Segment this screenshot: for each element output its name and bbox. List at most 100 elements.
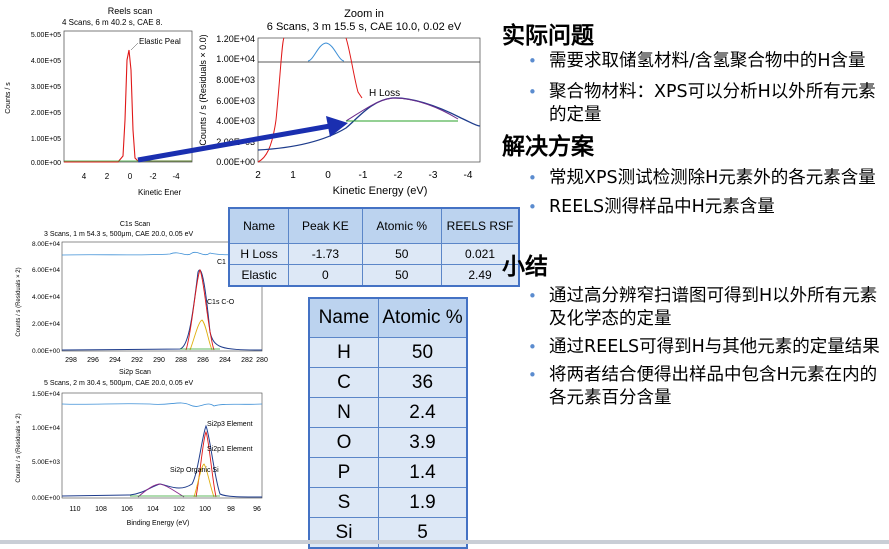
plot-area	[61, 392, 263, 499]
table-row: Elastic 0 50 2.49	[228, 264, 520, 287]
x-tick-label: 298	[65, 357, 77, 364]
si2p3-peak	[195, 430, 217, 498]
peak-label-leader	[130, 42, 139, 51]
table-row: H 50	[308, 337, 468, 368]
y-axis-label: Counts / s (Residuals × 2)	[16, 267, 22, 336]
x-tick-label: 100	[199, 506, 211, 513]
y-tick-label: 6.00E+04	[32, 267, 60, 274]
x-tick-labels: 110 108 106 104 102 100 98 96	[69, 506, 261, 513]
y-tick-label: 1.00E+04	[32, 425, 60, 432]
peak-label: Si2p1 Element	[207, 446, 253, 453]
si2p-scan-chart: Si2p Scan 5 Scans, 2 m 30.4 s, 500μm, CA…	[16, 369, 263, 527]
c-o-peak	[189, 319, 213, 351]
table-row: H Loss -1.73 50 0.021	[228, 243, 520, 265]
table-cell: 50	[378, 337, 468, 368]
bullet-text: 通过REELS可得到H与其他元素的定量结果	[549, 337, 880, 357]
bullet-text: REELS测得样品中H元素含量	[549, 197, 775, 217]
table-cell: 50	[361, 264, 443, 287]
chart-title: Reels scan	[108, 6, 153, 16]
column-header: Atomic %	[378, 297, 468, 338]
bullet-list: • 通过高分辨窄扫谱图可得到H以外所有元素及化学态的定量 • 通过REELS可得到H…	[502, 285, 889, 410]
bullet-text: 通过高分辨窄扫谱图可得到H以外所有元素及化学态的定量	[549, 286, 878, 329]
bullet-dot-icon: •	[528, 52, 537, 70]
x-tick-label: 98	[227, 506, 235, 513]
peak-label: Si2p3 Element	[207, 421, 253, 428]
x-tick-label: 0	[128, 172, 133, 181]
envelope-curve	[61, 269, 263, 351]
x-tick-label: -2	[394, 170, 403, 181]
x-tick-label: 286	[197, 357, 209, 364]
table-cell: 1.9	[378, 487, 468, 518]
column-header: Name	[308, 297, 379, 338]
table-row: O 3.9	[308, 427, 468, 458]
table-cell: 0.021	[441, 243, 520, 265]
y-tick-label: 0.00E+00	[216, 157, 255, 167]
plot-area	[61, 241, 263, 352]
section-summary: 小结 • 通过高分辨窄扫谱图可得到H以外所有元素及化学态的定量 • 通过REELS可…	[502, 253, 889, 410]
x-tick-label: 294	[109, 357, 121, 364]
atomic-percent-table: Name Atomic % H 50 C 36 N 2.4 O 3.9 P 1.4 S 1.…	[308, 297, 468, 549]
c1s-scan-chart: C1s Scan 3 Scans, 1 m 54.3 s, 500μm, CAE…	[16, 221, 268, 364]
chart-subtitle: 5 Scans, 2 m 30.4 s, 500μm, CAE 20.0, 0.…	[44, 380, 194, 387]
y-tick-label: 4.00E+05	[31, 58, 61, 65]
peak-label: C1s C-O	[207, 299, 235, 306]
residual-curve	[61, 251, 263, 256]
x-tick-label: 110	[69, 506, 80, 513]
peak-label: C1	[217, 259, 226, 266]
section-title: 解决方案	[502, 134, 594, 160]
table-cell: 2.4	[378, 397, 468, 428]
table-cell: 0	[288, 264, 363, 287]
peak-label: Elastic Peal	[139, 37, 181, 46]
peak-label: Si2p Organic Si	[170, 467, 219, 474]
column-header: Peak KE	[288, 207, 363, 244]
bullet-text: 聚合物材料：XPS可以分析H以外所有元素的定量	[549, 82, 876, 125]
x-tick-label: -4	[464, 170, 473, 181]
bullet-dot-icon: •	[528, 169, 537, 187]
chart-subtitle: 4 Scans, 6 m 40.2 s, CAE 8.	[62, 18, 163, 27]
y-axis-label: Counts / s (Residuals × 0.0)	[198, 34, 208, 145]
table-row: C 36	[308, 367, 468, 398]
x-tick-label: 284	[219, 357, 231, 364]
si2p1-peak	[193, 463, 215, 498]
connector-arrow	[137, 116, 348, 163]
bullet-item: • 常规XPS测试检测除H元素外的各元素含量	[528, 167, 889, 190]
x-tick-label: 0	[325, 170, 331, 181]
plot-area	[257, 37, 481, 163]
table-cell: N	[308, 397, 379, 428]
x-tick-label: 4	[82, 172, 87, 181]
x-tick-label: 102	[173, 506, 185, 513]
column-header: Atomic %	[361, 207, 443, 244]
bullet-item: • 通过REELS可得到H与其他元素的定量结果	[528, 336, 889, 359]
residual-curve	[307, 42, 345, 62]
bullet-item: • 聚合物材料：XPS可以分析H以外所有元素的定量	[528, 81, 889, 127]
table-cell: 36	[378, 367, 468, 398]
x-tick-label: 96	[253, 506, 261, 513]
y-tick-label: 2.00E+04	[32, 321, 60, 328]
x-tick-label: 288	[175, 357, 187, 364]
bullet-dot-icon: •	[528, 366, 537, 384]
y-tick-label: 5.00E+05	[31, 32, 61, 39]
x-tick-label: 280	[256, 357, 268, 364]
table-cell: 1.4	[378, 457, 468, 488]
y-tick-label: 8.00E+03	[216, 75, 255, 85]
table-cell: H Loss	[228, 243, 290, 265]
peak-label: H Loss	[369, 88, 400, 99]
table-row: S 1.9	[308, 487, 468, 518]
chart-title: C1s Scan	[120, 221, 150, 228]
x-tick-labels: 4 2 0 -2 -4	[82, 172, 180, 181]
h-loss-peak	[345, 97, 459, 122]
y-axis-label: Counts / s	[5, 82, 12, 114]
envelope-curve	[61, 424, 263, 498]
section-solution: 解决方案 • 常规XPS测试检测除H元素外的各元素含量 • REELS测得样品中H元…	[502, 133, 889, 219]
c-c-peak	[185, 268, 215, 351]
chart-title: Si2p Scan	[119, 369, 151, 376]
x-tick-label: 108	[95, 506, 107, 513]
section-problem: 实际问题 • 需要求取储氢材料/含氢聚合物中的H含量 • 聚合物材料：XPS可以分析…	[502, 22, 889, 127]
bullet-text: 常规XPS测试检测除H元素外的各元素含量	[549, 168, 876, 188]
bullet-dot-icon: •	[528, 287, 537, 305]
zoom-in-chart: Zoom in 6 Scans, 3 m 15.5 s, CAE 10.0, 0…	[198, 8, 481, 197]
y-tick-label: 1.50E+04	[32, 391, 60, 398]
reels-scan-chart: Reels scan 4 Scans, 6 m 40.2 s, CAE 8. C…	[5, 6, 193, 197]
y-tick-labels: 5.00E+05 4.00E+05 3.00E+05 2.00E+05 1.00…	[31, 32, 61, 167]
y-tick-label: 0.00E+00	[32, 495, 60, 502]
